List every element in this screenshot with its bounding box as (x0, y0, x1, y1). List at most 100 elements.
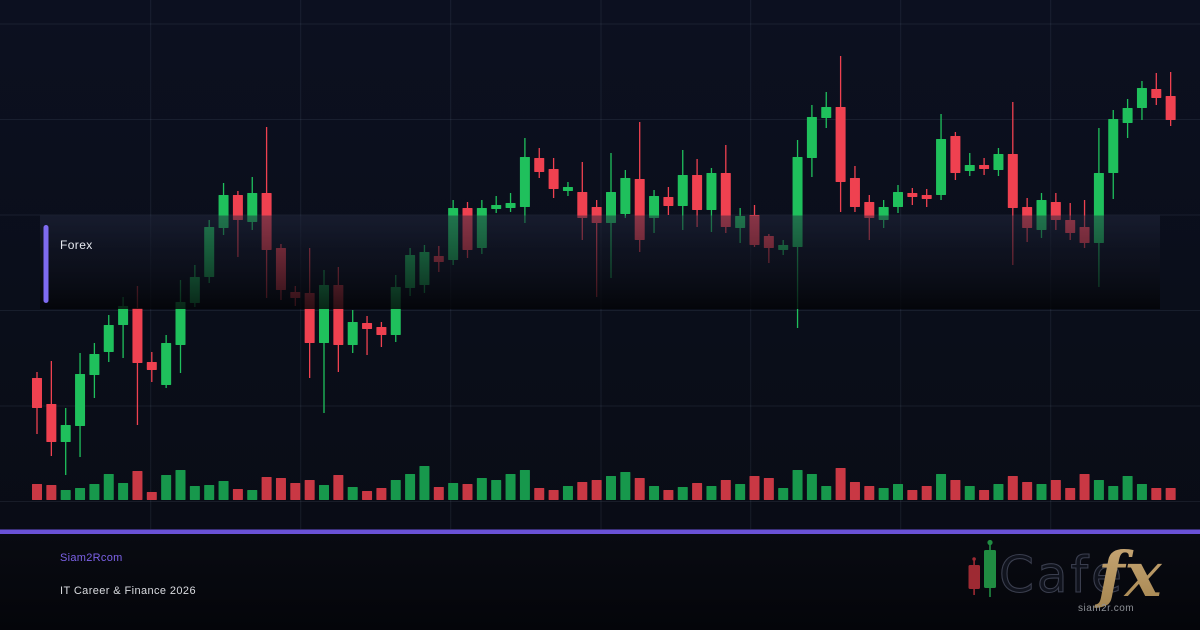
logo-red-candle-icon (968, 557, 980, 595)
volume-bar (1136, 484, 1147, 500)
volume-bar (907, 490, 918, 500)
candle-body (964, 165, 975, 171)
volume-bar (606, 476, 616, 500)
volume-bar (419, 466, 430, 500)
volume-bar (1050, 480, 1061, 500)
cafefx-logo: Cafe fx siam2r.com (968, 538, 1163, 614)
volume-bar (706, 486, 717, 500)
volume-bar (964, 486, 975, 500)
volume-bar (763, 478, 774, 500)
volume-bar (505, 474, 516, 500)
candle-body (1108, 119, 1119, 173)
candle-body (1122, 108, 1133, 123)
volume-bar (577, 482, 588, 500)
candle-body (893, 192, 903, 207)
volume-bar (562, 486, 573, 500)
volume-bar (189, 486, 200, 500)
volume-bar (46, 485, 57, 500)
candle-body (1136, 88, 1147, 108)
candle-body (519, 157, 530, 207)
volume-bar (204, 485, 215, 500)
logo-green-candle-icon (984, 539, 996, 597)
candle-body (1007, 154, 1018, 208)
volume-bar (893, 484, 903, 500)
volume-bar (1007, 476, 1018, 500)
candle-body (247, 193, 258, 222)
volume-bar (849, 482, 860, 500)
brand-link[interactable]: Siam2Rcom (60, 552, 123, 564)
volume-bar (75, 488, 86, 500)
volume-bar (89, 484, 100, 500)
volume-bar (950, 480, 961, 500)
volume-bar (649, 486, 660, 500)
volume-bar (146, 492, 157, 500)
candle-body (706, 173, 717, 210)
volume-bar (448, 483, 459, 500)
candle-body (577, 192, 588, 218)
forex-session-band (40, 215, 1160, 309)
volume-bar (620, 472, 631, 500)
candle-body (620, 178, 631, 214)
volume-bar (1065, 488, 1076, 500)
candle-body (362, 323, 373, 329)
candle-body (103, 325, 114, 352)
candle-body (692, 175, 703, 210)
candle-body (950, 136, 961, 173)
volume-bar (333, 475, 344, 500)
volume-bar (720, 480, 731, 500)
volume-bar (864, 486, 875, 500)
volume-bar (304, 480, 315, 500)
candle-body (46, 404, 57, 442)
volume-bar (735, 484, 746, 500)
volume-bar (247, 490, 258, 500)
volume-bar (519, 470, 530, 500)
volume-bar (634, 478, 645, 500)
candle-body (1165, 96, 1176, 120)
candle-body (835, 107, 846, 182)
candle-body (849, 178, 860, 207)
candle-body (232, 195, 243, 220)
logo-cafe-text: Cafe (999, 546, 1125, 604)
volume-bar (347, 487, 358, 500)
volume-bar (1151, 488, 1162, 500)
tagline: IT Career & Finance 2026 (60, 585, 196, 597)
candle-wick (366, 316, 368, 355)
candle-wick (122, 297, 124, 358)
volume-bar (663, 490, 674, 500)
candle-body (979, 165, 990, 169)
candle-body (993, 154, 1004, 170)
volume-bar (1093, 480, 1104, 500)
candle-wick (495, 196, 497, 213)
volume-bar (821, 486, 832, 500)
volume-bar (103, 474, 114, 500)
volume-bar (1108, 486, 1119, 500)
forex-label: Forex (60, 238, 93, 252)
volume-bar (491, 480, 502, 500)
volume-bar (534, 488, 545, 500)
volume-bar (118, 483, 129, 500)
candle-body (663, 197, 674, 206)
volume-bar (60, 490, 71, 500)
volume-bar (936, 474, 947, 500)
forex-accent-bar (43, 225, 49, 303)
volume-bar (462, 484, 473, 500)
candle-body (32, 378, 42, 408)
volume-bars (32, 466, 1176, 500)
volume-bar (390, 480, 401, 500)
candle-body (118, 306, 129, 325)
volume-bar (878, 488, 889, 500)
volume-bar (433, 487, 444, 500)
volume-bar (692, 483, 703, 500)
candle-body (505, 203, 516, 208)
candle-body (921, 195, 932, 199)
candle-wick (969, 153, 971, 176)
volume-bar (778, 488, 789, 500)
volume-bar (1022, 482, 1033, 500)
purple-divider (0, 529, 1200, 534)
volume-bar (232, 489, 243, 500)
volume-bar (275, 478, 286, 500)
candle-body (864, 202, 875, 218)
volume-bar (290, 483, 301, 500)
